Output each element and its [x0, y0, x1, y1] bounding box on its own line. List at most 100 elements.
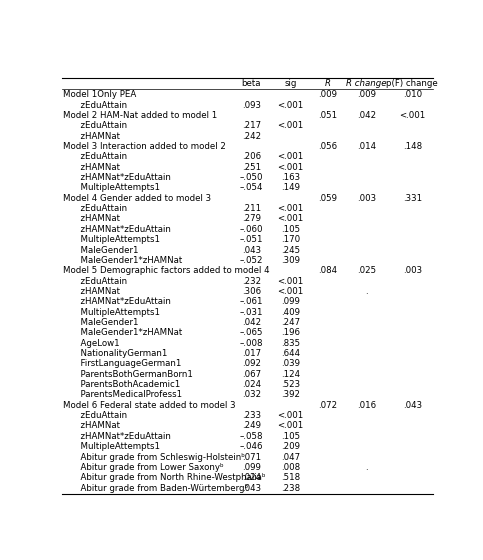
Text: <.001: <.001: [277, 411, 304, 420]
Text: .238: .238: [281, 483, 300, 493]
Text: beta: beta: [242, 79, 261, 88]
Text: MultipleAttempts1: MultipleAttempts1: [74, 184, 159, 193]
Text: p(F) change: p(F) change: [386, 79, 438, 88]
Text: <.001: <.001: [277, 101, 304, 110]
Text: .217: .217: [242, 122, 261, 130]
Text: .009: .009: [318, 90, 338, 99]
Text: .056: .056: [318, 142, 338, 151]
Text: .003: .003: [357, 194, 376, 203]
Text: ParentsMedicalProfess1: ParentsMedicalProfess1: [74, 390, 182, 399]
Text: MaleGender1: MaleGender1: [74, 245, 138, 255]
Text: .124: .124: [281, 370, 300, 379]
Text: –.031: –.031: [240, 307, 263, 316]
Text: –.061: –.061: [240, 297, 263, 306]
Text: .279: .279: [242, 214, 261, 223]
Text: .206: .206: [242, 152, 261, 161]
Text: .032: .032: [242, 390, 261, 399]
Text: zHAMNat: zHAMNat: [74, 163, 120, 172]
Text: –.060: –.060: [240, 225, 263, 234]
Text: zHAMNat: zHAMNat: [74, 287, 120, 296]
Text: .059: .059: [318, 194, 338, 203]
Text: zEduAttain: zEduAttain: [74, 122, 127, 130]
Text: .196: .196: [281, 328, 300, 337]
Text: .105: .105: [281, 432, 300, 441]
Text: .042: .042: [357, 111, 376, 120]
Text: <.001: <.001: [277, 122, 304, 130]
Text: .084: .084: [318, 266, 338, 275]
Text: .039: .039: [281, 360, 300, 368]
Text: Model 1Only PEA: Model 1Only PEA: [63, 90, 137, 99]
Text: R change: R change: [346, 79, 387, 88]
Text: .042: .042: [242, 318, 261, 327]
Text: .047: .047: [281, 452, 300, 461]
Text: <.001: <.001: [277, 214, 304, 223]
Text: zEduAttain: zEduAttain: [74, 101, 127, 110]
Text: .067: .067: [242, 370, 261, 379]
Text: Abitur grade from Schleswig-Holsteinᵇ: Abitur grade from Schleswig-Holsteinᵇ: [74, 452, 244, 461]
Text: zHAMNat: zHAMNat: [74, 132, 120, 141]
Text: zHAMNat*zEduAttain: zHAMNat*zEduAttain: [74, 432, 170, 441]
Text: –.052: –.052: [240, 256, 263, 265]
Text: .043: .043: [242, 245, 261, 255]
Text: <.001: <.001: [277, 163, 304, 172]
Text: zHAMNat*zEduAttain: zHAMNat*zEduAttain: [74, 173, 170, 182]
Text: Abitur grade from North Rhine-Westphaliaᵇ: Abitur grade from North Rhine-Westphalia…: [74, 473, 265, 482]
Text: .016: .016: [357, 401, 376, 410]
Text: .: .: [365, 287, 368, 296]
Text: .105: .105: [281, 225, 300, 234]
Text: .251: .251: [242, 163, 261, 172]
Text: zHAMNat*zEduAttain: zHAMNat*zEduAttain: [74, 297, 170, 306]
Text: .644: .644: [281, 349, 300, 358]
Text: zEduAttain: zEduAttain: [74, 204, 127, 213]
Text: .008: .008: [281, 463, 300, 472]
Text: .099: .099: [281, 297, 300, 306]
Text: –.008: –.008: [240, 339, 263, 348]
Text: MultipleAttempts1: MultipleAttempts1: [74, 442, 159, 451]
Text: .242: .242: [242, 132, 261, 141]
Text: .306: .306: [242, 287, 261, 296]
Text: .014: .014: [357, 142, 376, 151]
Text: –.065: –.065: [240, 328, 263, 337]
Text: MultipleAttempts1: MultipleAttempts1: [74, 307, 159, 316]
Text: Model 5 Demographic factors added to model 4: Model 5 Demographic factors added to mod…: [63, 266, 270, 275]
Text: .072: .072: [318, 401, 338, 410]
Text: .523: .523: [281, 380, 300, 389]
Text: .025: .025: [357, 266, 376, 275]
Text: .209: .209: [281, 442, 300, 451]
Text: ParentsBothAcademic1: ParentsBothAcademic1: [74, 380, 180, 389]
Text: .392: .392: [281, 390, 300, 399]
Text: .017: .017: [242, 349, 261, 358]
Text: zEduAttain: zEduAttain: [74, 277, 127, 286]
Text: .: .: [365, 463, 368, 472]
Text: .093: .093: [242, 101, 261, 110]
Text: MaleGender1: MaleGender1: [74, 318, 138, 327]
Text: zEduAttain: zEduAttain: [74, 152, 127, 161]
Text: –.051: –.051: [240, 235, 263, 244]
Text: .149: .149: [281, 184, 300, 193]
Text: zEduAttain: zEduAttain: [74, 411, 127, 420]
Text: .092: .092: [242, 360, 261, 368]
Text: <.001: <.001: [277, 152, 304, 161]
Text: –.058: –.058: [240, 432, 263, 441]
Text: <.001: <.001: [399, 111, 426, 120]
Text: FirstLanguageGerman1: FirstLanguageGerman1: [74, 360, 181, 368]
Text: Model 3 Interaction added to model 2: Model 3 Interaction added to model 2: [63, 142, 226, 151]
Text: .024: .024: [242, 380, 261, 389]
Text: sig: sig: [284, 79, 297, 88]
Text: zHAMNat: zHAMNat: [74, 422, 120, 431]
Text: ParentsBothGermanBorn1: ParentsBothGermanBorn1: [74, 370, 192, 379]
Text: zHAMNat: zHAMNat: [74, 214, 120, 223]
Text: .211: .211: [242, 204, 261, 213]
Text: .024: .024: [242, 473, 261, 482]
Text: Model 2 HAM-Nat added to model 1: Model 2 HAM-Nat added to model 1: [63, 111, 218, 120]
Text: .003: .003: [403, 266, 422, 275]
Text: –.050: –.050: [240, 173, 263, 182]
Text: .163: .163: [281, 173, 300, 182]
Text: <.001: <.001: [277, 287, 304, 296]
Text: .148: .148: [403, 142, 422, 151]
Text: Model 6 Federal state added to model 3: Model 6 Federal state added to model 3: [63, 401, 236, 410]
Text: zHAMNat*zEduAttain: zHAMNat*zEduAttain: [74, 225, 170, 234]
Text: .247: .247: [281, 318, 300, 327]
Text: .051: .051: [318, 111, 338, 120]
Text: .009: .009: [357, 90, 376, 99]
